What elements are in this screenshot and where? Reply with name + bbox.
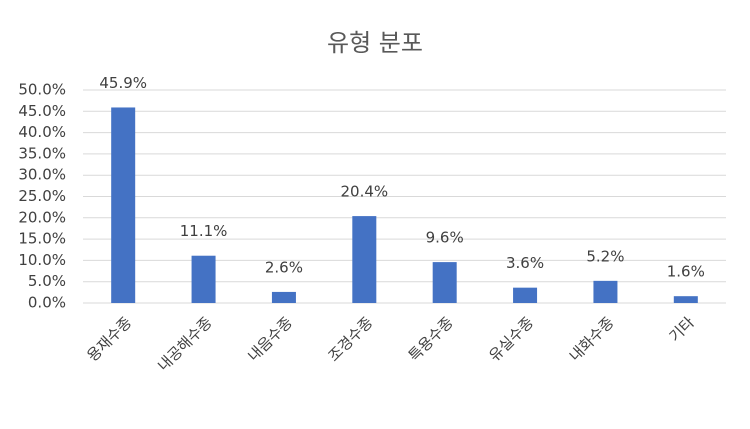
- bar: [352, 216, 377, 303]
- bar: [111, 107, 136, 303]
- y-tick-label: 30.0%: [18, 166, 66, 184]
- y-tick-label: 25.0%: [18, 187, 66, 205]
- data-label: 5.2%: [586, 247, 624, 265]
- bar: [593, 280, 618, 303]
- y-tick-label: 10.0%: [18, 251, 66, 269]
- data-label: 3.6%: [506, 254, 544, 272]
- bar: [432, 262, 457, 303]
- y-tick-label: 5.0%: [28, 272, 66, 290]
- y-tick-label: 40.0%: [18, 123, 66, 141]
- y-tick-label: 15.0%: [18, 230, 66, 248]
- chart-title: 유형 분포: [327, 29, 423, 57]
- y-tick-label: 0.0%: [28, 294, 66, 312]
- y-tick-label: 50.0%: [18, 81, 66, 99]
- y-tick-label: 20.0%: [18, 208, 66, 226]
- data-label: 2.6%: [265, 258, 303, 276]
- bar: [673, 296, 698, 303]
- bar: [513, 287, 538, 303]
- data-label: 9.6%: [426, 229, 464, 247]
- data-label: 20.4%: [340, 183, 388, 201]
- y-tick-label: 35.0%: [18, 144, 66, 162]
- data-label: 1.6%: [667, 263, 705, 281]
- data-label: 11.1%: [180, 222, 228, 240]
- bar: [271, 291, 296, 303]
- bar: [191, 255, 216, 303]
- y-tick-label: 45.0%: [18, 102, 66, 120]
- data-label: 45.9%: [99, 74, 147, 92]
